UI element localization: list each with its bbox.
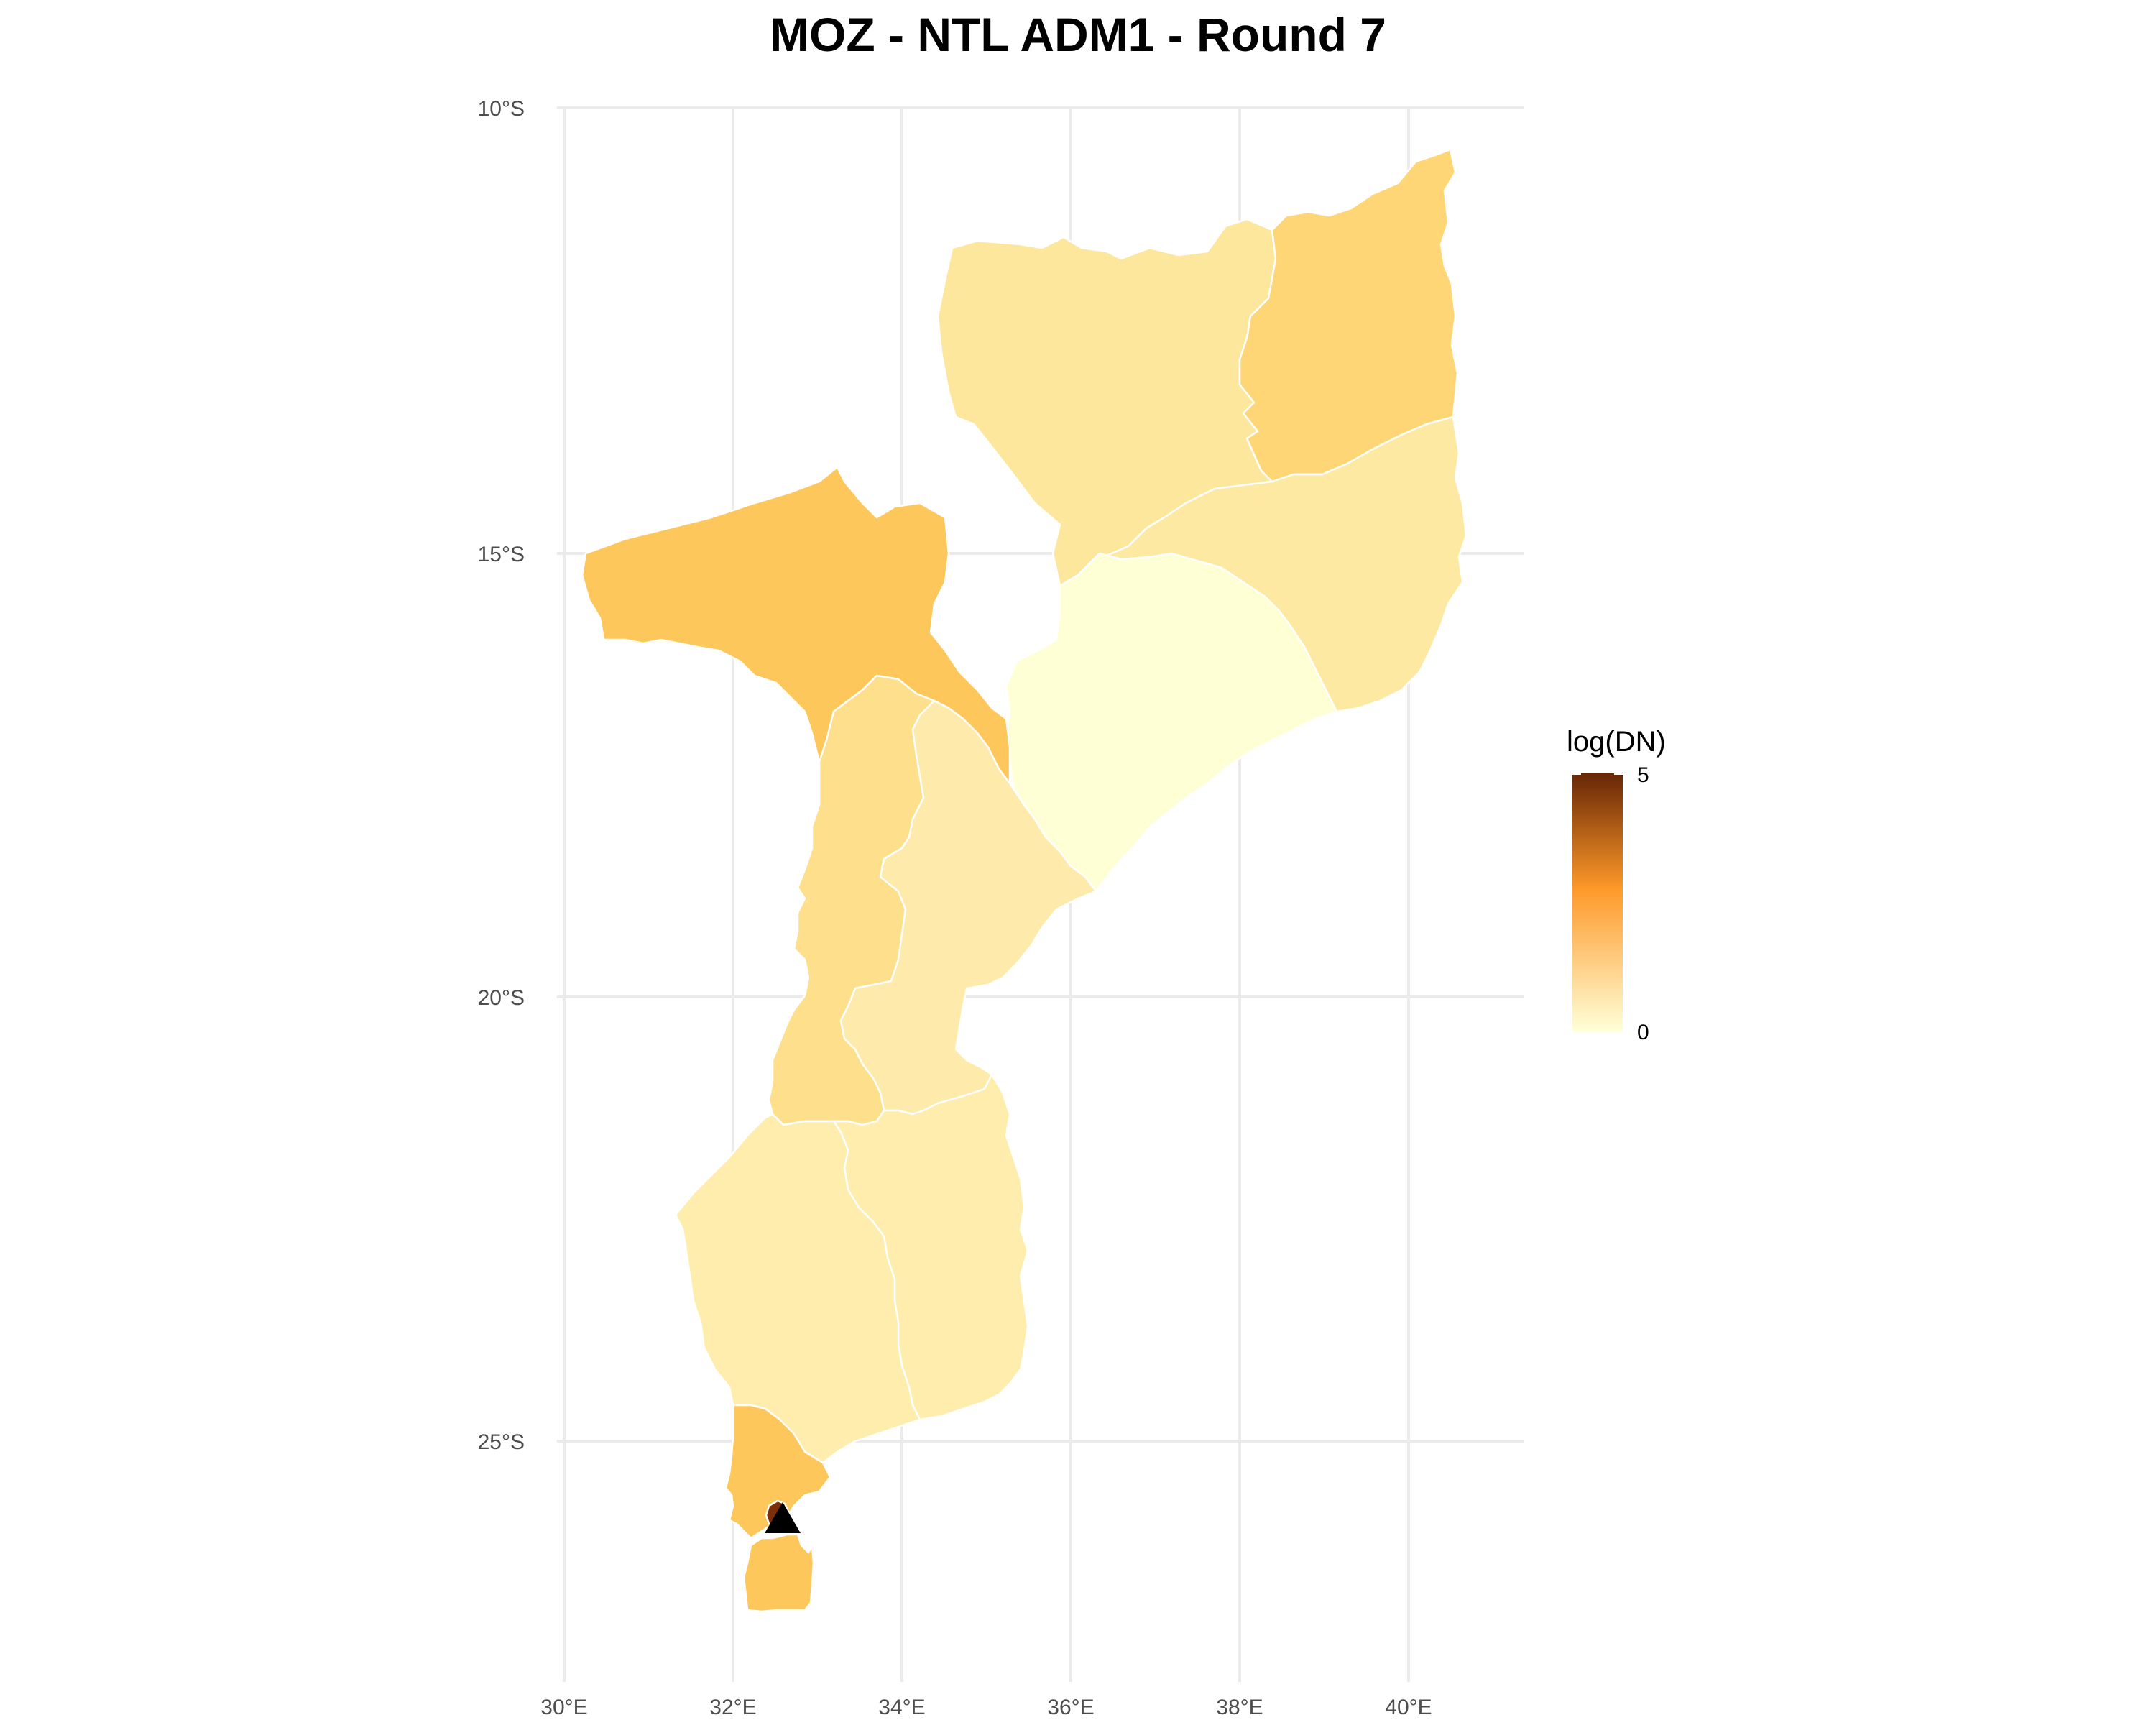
x-tick-label: 40°E <box>1385 1696 1432 1719</box>
y-tick-label: 15°S <box>478 543 525 566</box>
legend-title: log(DN) <box>1567 726 1666 758</box>
regions <box>581 148 1468 1613</box>
capital-triangle-icon <box>765 1502 801 1533</box>
map-title: MOZ - NTL ADM1 - Round 7 <box>770 8 1386 61</box>
x-tick-label: 34°E <box>878 1696 925 1719</box>
region-gaza <box>674 1113 921 1464</box>
x-tick-label: 32°E <box>709 1696 756 1719</box>
x-tick-labels: 30°E 32°E 34°E 36°E 38°E 40°E <box>540 1696 1432 1719</box>
legend: log(DN) 5 0 <box>1567 726 1666 1044</box>
legend-min-label: 0 <box>1637 1021 1649 1044</box>
legend-colorbar <box>1572 773 1623 1031</box>
x-tick-label: 30°E <box>540 1696 587 1719</box>
y-tick-label: 20°S <box>478 986 525 1010</box>
legend-max-label: 5 <box>1637 763 1649 787</box>
y-tick-label: 10°S <box>478 97 525 121</box>
y-tick-labels: 10°S 15°S 20°S 25°S <box>478 97 525 1454</box>
y-tick-label: 25°S <box>478 1430 525 1454</box>
x-tick-label: 38°E <box>1216 1696 1263 1719</box>
x-tick-label: 36°E <box>1047 1696 1094 1719</box>
